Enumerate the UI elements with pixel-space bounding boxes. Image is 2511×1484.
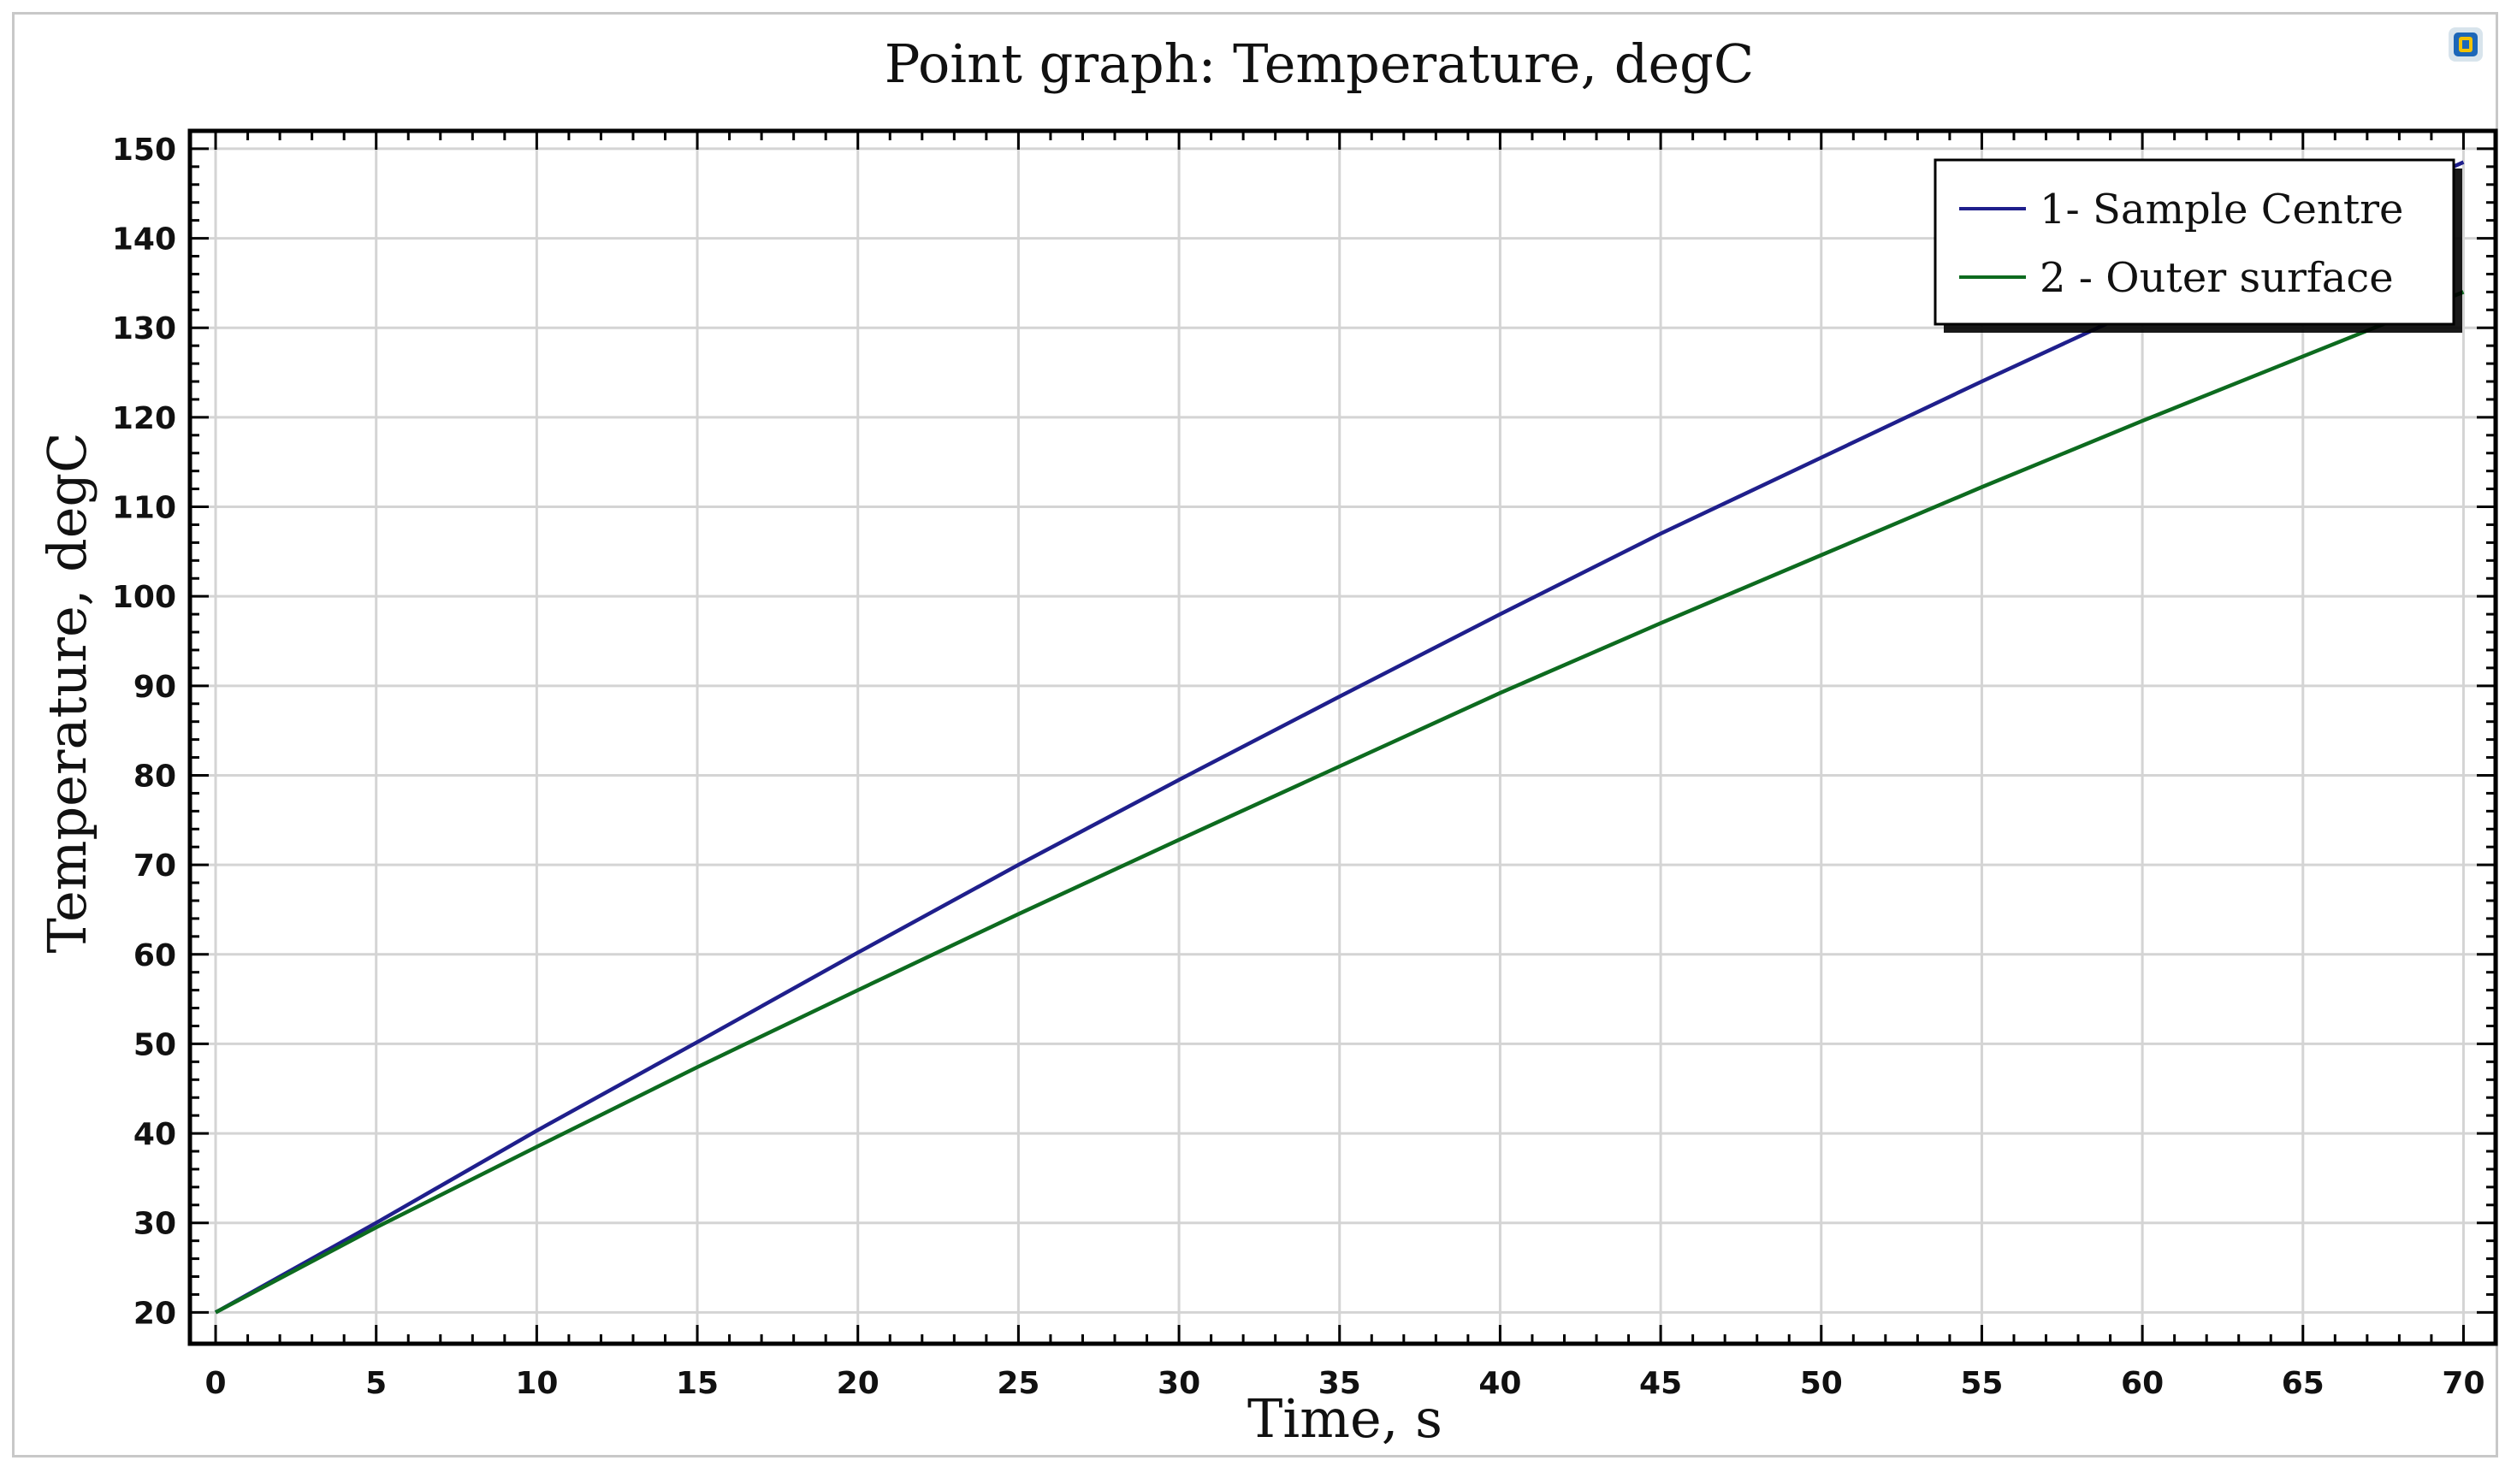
x-tick-label: 40 bbox=[1478, 1366, 1521, 1401]
legend-label-1: 1- Sample Centre bbox=[2040, 186, 2403, 234]
y-tick-label: 120 bbox=[112, 401, 176, 436]
legend-entries: 1- Sample Centre 2 - Outer surface bbox=[1959, 186, 2403, 302]
legend: 1- Sample Centre 2 - Outer surface bbox=[1934, 158, 2462, 333]
series-line-2 bbox=[214, 290, 2465, 1315]
y-tick-label: 140 bbox=[112, 222, 176, 257]
y-tick-label: 30 bbox=[133, 1207, 176, 1242]
y-tick-label: 40 bbox=[133, 1117, 176, 1152]
y-tick-label: 20 bbox=[133, 1296, 176, 1331]
x-tick-label: 20 bbox=[837, 1366, 879, 1401]
x-tick-label: 25 bbox=[997, 1366, 1039, 1401]
y-tick-label: 80 bbox=[133, 759, 176, 794]
x-tick-label: 5 bbox=[365, 1366, 387, 1401]
x-axis-label: Time, s bbox=[1247, 1387, 1442, 1450]
y-tick-label: 60 bbox=[133, 938, 176, 973]
x-tick-label: 30 bbox=[1158, 1366, 1200, 1401]
grid-lines bbox=[190, 131, 2496, 1344]
x-tick-label: 70 bbox=[2442, 1366, 2484, 1401]
legend-label-2: 2 - Outer surface bbox=[2040, 254, 2394, 302]
x-tick-label: 0 bbox=[204, 1366, 226, 1401]
y-tick-label: 130 bbox=[112, 311, 176, 346]
x-tick-label: 45 bbox=[1639, 1366, 1682, 1401]
legend-box bbox=[1934, 158, 2455, 326]
plot-area-border bbox=[187, 128, 2498, 1346]
y-tick-labels: 20 30 40 50 60 70 80 90 100 110 120 130 140 150 bbox=[112, 133, 176, 1331]
x-tick-labels: 0 5 10 15 20 25 30 35 40 45 50 55 60 65 70 bbox=[204, 1366, 2484, 1401]
comsol-logo-icon[interactable] bbox=[2447, 26, 2484, 63]
y-tick-label: 70 bbox=[133, 848, 176, 884]
x-tick-label: 55 bbox=[1960, 1366, 2003, 1401]
x-tick-label: 65 bbox=[2282, 1366, 2324, 1401]
chart-title: Point graph: Temperature, degC bbox=[885, 33, 1755, 95]
y-tick-label: 150 bbox=[112, 133, 176, 168]
x-tick-label: 60 bbox=[2121, 1366, 2164, 1401]
axis-ticks bbox=[190, 131, 2496, 1344]
x-tick-label: 15 bbox=[676, 1366, 719, 1401]
y-tick-label: 110 bbox=[112, 491, 176, 526]
y-tick-label: 50 bbox=[133, 1027, 176, 1062]
x-tick-label: 10 bbox=[515, 1366, 558, 1401]
y-tick-label: 100 bbox=[112, 580, 176, 615]
y-tick-label: 90 bbox=[133, 670, 176, 705]
x-tick-label: 35 bbox=[1318, 1366, 1361, 1401]
y-axis-label: Temperature, degC bbox=[36, 432, 98, 953]
x-tick-label: 50 bbox=[1800, 1366, 1843, 1401]
